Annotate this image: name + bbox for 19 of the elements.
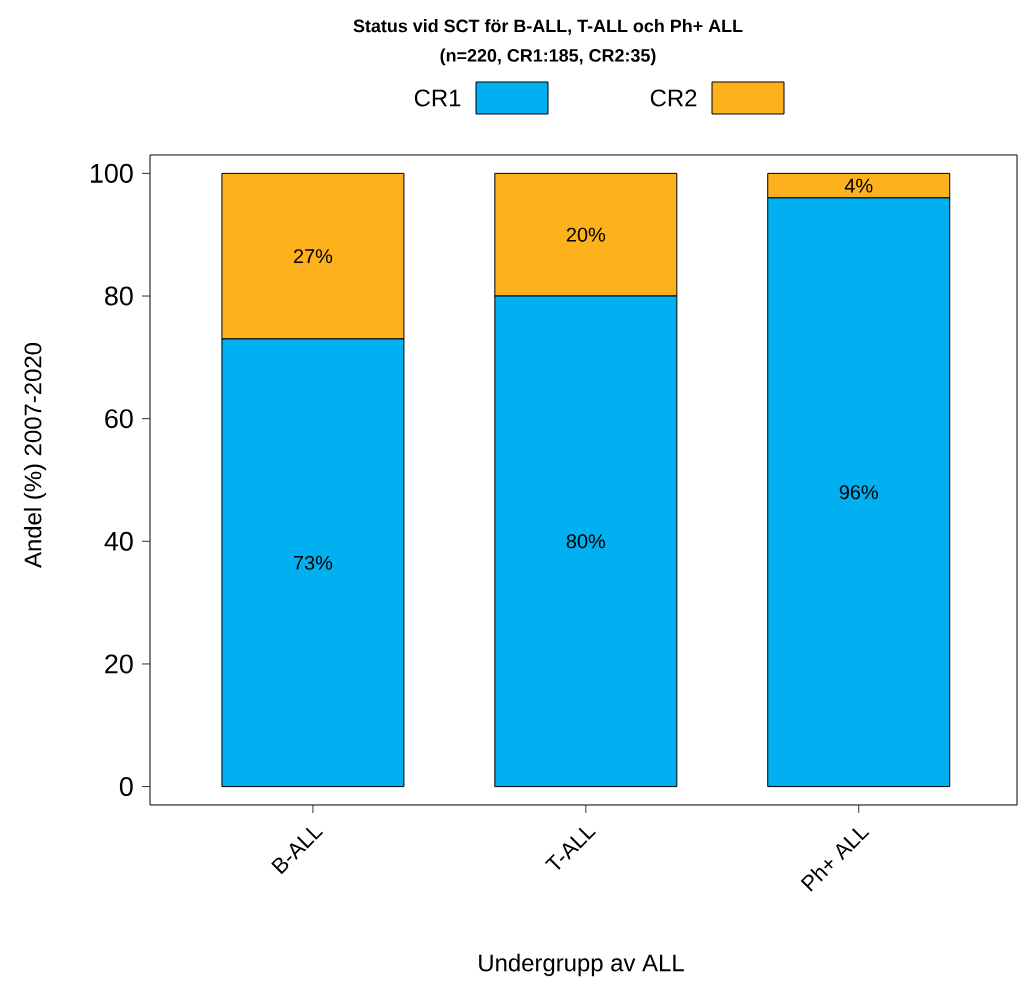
y-axis-title: Andel (%) 2007-2020 [23,343,47,568]
legend-label: CR2 [650,89,697,107]
data-label: 20% [566,227,606,242]
x-tick-label: Ph+ ALL [800,828,870,892]
y-tick-label: 80 [105,286,133,306]
y-tick-label: 0 [119,777,133,797]
chart-title: Status vid SCT för B-ALL, T-ALL och Ph+ ALL [353,19,743,35]
data-label: 96% [839,485,878,500]
legend-label: CR1 [414,89,461,107]
y-tick-label: 40 [104,531,133,551]
chart-subtitle: (n=220, CR1:185, CR2:35) [440,48,656,66]
y-tick-label: 100 [90,163,133,183]
data-label: 4% [844,178,873,193]
y-tick-label: 20 [105,654,133,674]
x-axis-title: Undergrupp av ALL [479,953,684,977]
data-label: 73% [294,555,333,570]
data-label: 80% [566,534,606,549]
data-label: 27% [293,249,333,264]
y-tick-label: 60 [105,409,133,429]
